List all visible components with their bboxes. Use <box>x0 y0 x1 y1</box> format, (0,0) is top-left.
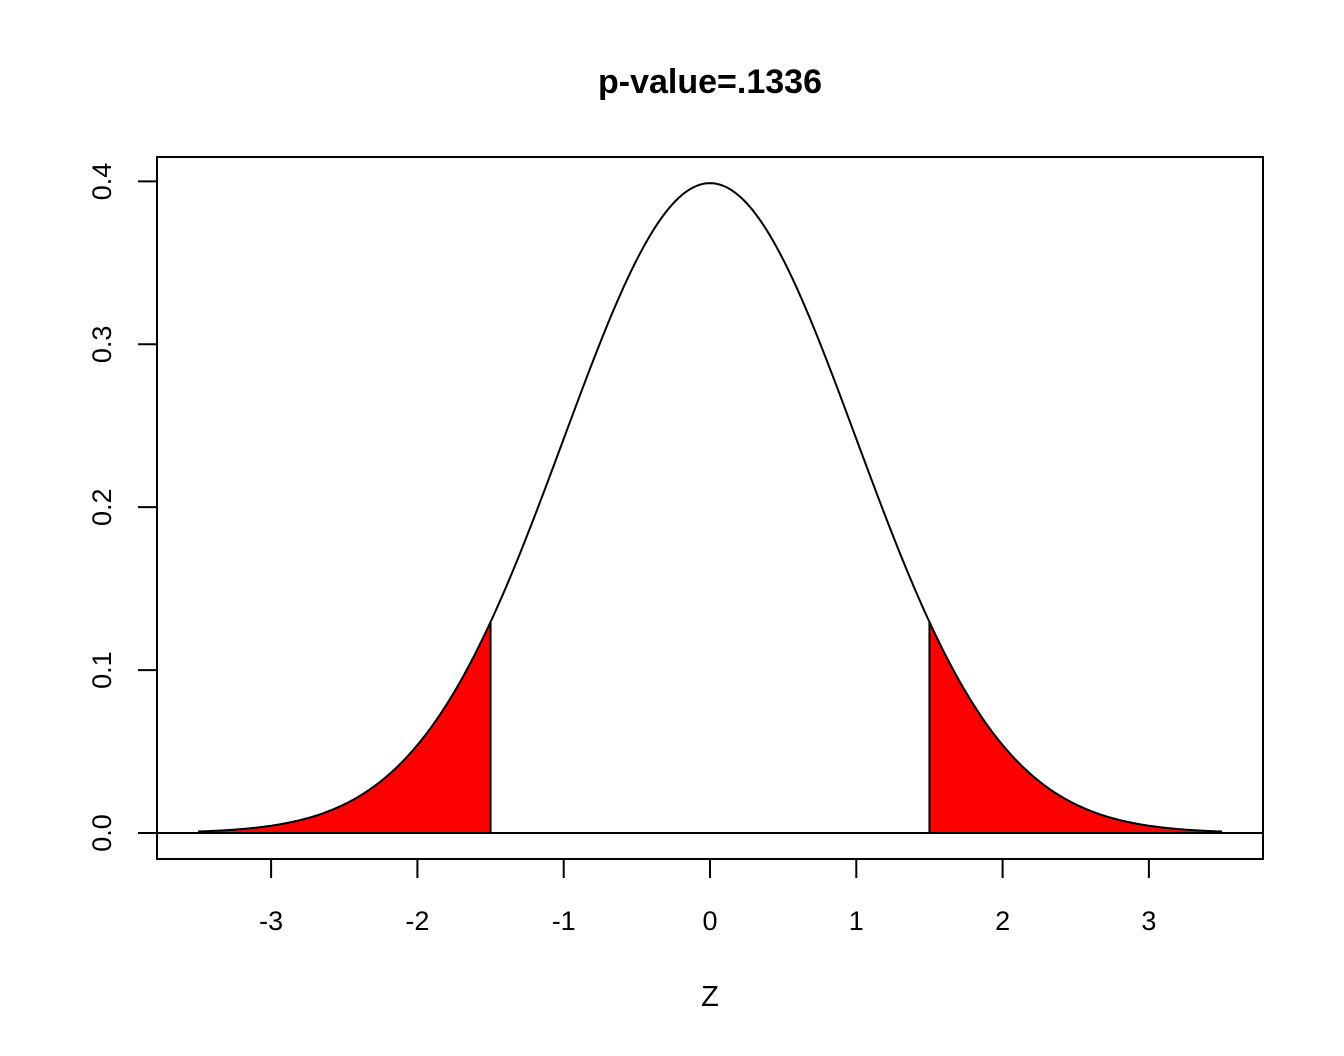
plot-box <box>156 156 1264 860</box>
x-tick-label: -3 <box>259 906 283 936</box>
y-tick-label: 0.4 <box>87 163 117 201</box>
x-axis: -3 -2 -1 0 1 2 3 <box>259 858 1156 936</box>
shaded-tail-1 <box>197 621 491 833</box>
y-tick-label: 0.2 <box>87 488 117 526</box>
shaded-regions <box>197 621 1223 833</box>
x-tick-label: -1 <box>552 906 576 936</box>
density-series <box>157 182 1263 834</box>
density-curve <box>197 182 1223 833</box>
y-tick-label: 0.3 <box>87 326 117 364</box>
x-axis-label: Z <box>701 981 719 1013</box>
chart-title: p-value=.1336 <box>598 63 822 101</box>
shaded-tail-2 <box>929 621 1223 833</box>
x-tick-label: 0 <box>702 906 717 936</box>
y-tick-label: 0.0 <box>87 814 117 852</box>
x-tick-label: 1 <box>849 906 864 936</box>
y-axis: 0.0 0.1 0.2 0.3 0.4 <box>87 163 158 852</box>
x-tick-label: 3 <box>1141 906 1156 936</box>
x-tick-label: 2 <box>995 906 1010 936</box>
y-tick-label: 0.1 <box>87 651 117 689</box>
x-tick-label: -2 <box>405 906 429 936</box>
